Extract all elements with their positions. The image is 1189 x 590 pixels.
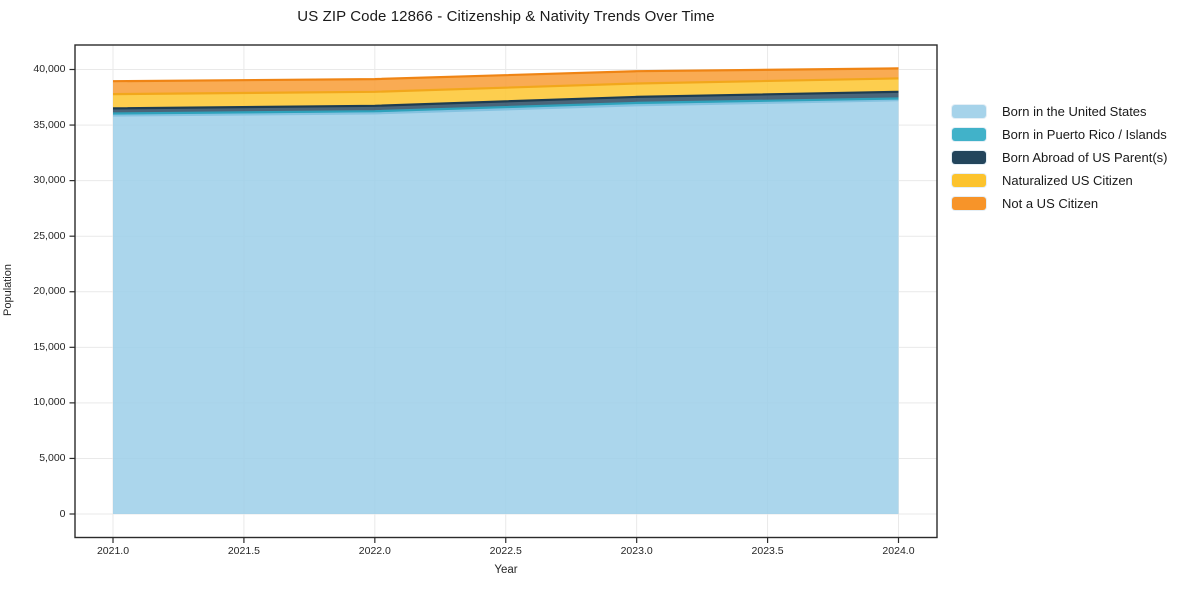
x-axis-label: Year — [494, 564, 518, 576]
y-axis-label: Population — [2, 264, 14, 316]
legend-item: Born Abroad of US Parent(s) — [952, 151, 1167, 164]
x-tick-label: 2023.5 — [751, 544, 784, 557]
y-tick-label: 15,000 — [33, 340, 66, 353]
area-edge-line-1 — [112, 99, 899, 117]
legend-swatch — [952, 197, 986, 210]
area-edge-line-3 — [112, 90, 899, 110]
x-tick-label: 2022.5 — [489, 544, 522, 557]
area-series-4 — [113, 78, 899, 109]
legend: Born in the United States Born in Puerto … — [952, 105, 1167, 210]
x-tick-label: 2021.0 — [96, 544, 130, 557]
legend-label: Naturalized US Citizen — [1002, 173, 1133, 188]
y-tick-label: 0 — [59, 507, 66, 520]
x-tick-label: 2023.0 — [620, 544, 653, 557]
y-tick-label: 40,000 — [33, 63, 66, 75]
legend-item: Naturalized US Citizen — [952, 174, 1167, 187]
legend-swatch — [952, 128, 986, 141]
area-series-5 — [113, 68, 899, 95]
legend-label: Born in Puerto Rico / Islands — [1002, 127, 1167, 142]
legend-item: Born in the United States — [952, 105, 1167, 118]
chart-title: US ZIP Code 12866 - Citizenship & Nativi… — [297, 8, 715, 25]
legend-swatch — [952, 151, 986, 164]
x-tick-label: 2022.0 — [358, 544, 391, 557]
y-tick-label: 20,000 — [33, 285, 66, 298]
legend-label: Not a US Citizen — [1002, 196, 1099, 211]
x-tick-label: 2024.0 — [882, 544, 915, 557]
x-tick-label: 2021.5 — [227, 544, 260, 557]
area-edge-line-5 — [112, 67, 899, 83]
legend-item: Not a US Citizen — [952, 197, 1167, 210]
legend-label: Born in the United States — [1002, 104, 1147, 119]
area-series-1 — [113, 100, 899, 514]
y-tick-label: 25,000 — [33, 229, 66, 242]
legend-swatch — [952, 174, 986, 187]
legend-swatch — [952, 105, 986, 118]
area-series-3 — [113, 91, 899, 114]
y-tick-label: 5,000 — [39, 451, 66, 464]
area-edge-line-2 — [112, 97, 899, 115]
legend-label: Born Abroad of US Parent(s) — [1002, 150, 1168, 165]
area-edge-line-4 — [112, 77, 899, 96]
legend-item: Born in Puerto Rico / Islands — [952, 128, 1167, 141]
y-tick-label: 10,000 — [33, 396, 66, 409]
y-tick-label: 30,000 — [33, 174, 66, 187]
y-tick-label: 35,000 — [33, 118, 66, 131]
